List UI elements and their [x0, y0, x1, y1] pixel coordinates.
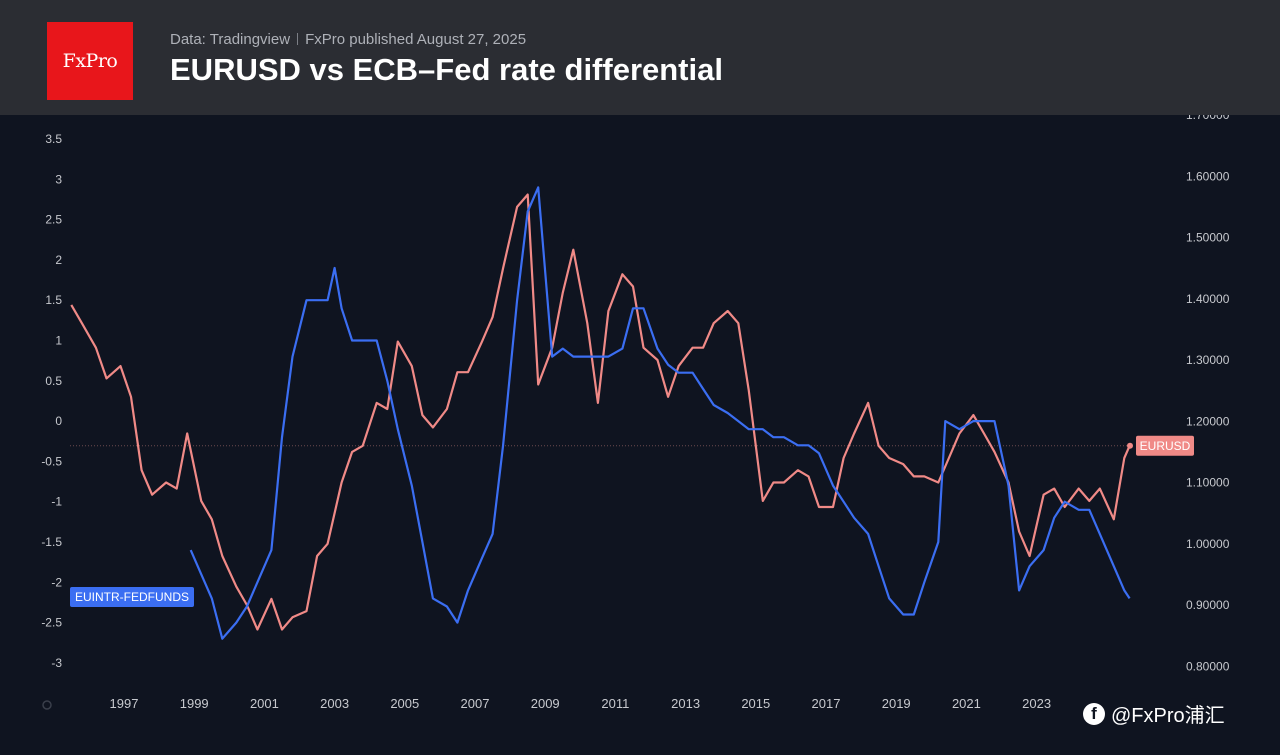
- settings-dot-icon[interactable]: [42, 700, 52, 710]
- series-line: [70, 193, 1131, 631]
- series-line: [189, 186, 1131, 640]
- series-layer: [70, 186, 1131, 640]
- left-tick-label: 3: [55, 172, 62, 186]
- right-tick-label: 1.60000: [1186, 169, 1230, 183]
- x-axis: 1997 1999 2001 2003 2005 2007 2009 2011 2013 2015…: [110, 696, 1052, 711]
- x-tick-label: 2017: [812, 696, 841, 711]
- x-tick-label: 2007: [461, 696, 490, 711]
- facebook-icon: f: [1083, 702, 1105, 725]
- x-tick-label: 1999: [180, 696, 209, 711]
- left-tick-label: -2.5: [41, 616, 62, 630]
- left-tick-label: 1.5: [45, 293, 62, 307]
- x-tick-label: 2021: [952, 696, 981, 711]
- right-tick-label: 1.30000: [1186, 353, 1230, 367]
- differential-label: EUINTR-FEDFUNDS: [70, 587, 194, 607]
- x-tick-label: 2003: [320, 696, 349, 711]
- x-tick-label: 2023: [1022, 696, 1051, 711]
- eurusd-tag: [1136, 435, 1194, 456]
- chart-area: 3.5 3 2.5 2 1.5 1 0.5 0 -0.5 -1 -1.5 -2 -2.5 -3 1.700…: [41, 115, 1230, 711]
- left-tick-label: -1: [51, 495, 62, 509]
- left-tick-label: 2: [55, 253, 62, 267]
- series-eurusd: [70, 193, 1131, 631]
- right-tick-label: 1.00000: [1186, 537, 1230, 551]
- header-bar: FxPro Data: Tradingview FxPro published A…: [0, 0, 1280, 115]
- right-tick-label: 1.50000: [1186, 231, 1230, 245]
- watermark-text: @FxPro浦汇: [1111, 705, 1225, 727]
- fxpro-logo: FxPro: [47, 22, 133, 100]
- right-tick-label: 0.90000: [1186, 598, 1230, 612]
- left-tick-label: 0.5: [45, 374, 62, 388]
- left-tick-label: -2: [51, 575, 62, 589]
- eurusd-tag-text: EURUSD: [1140, 439, 1191, 453]
- x-tick-label: 2005: [390, 696, 419, 711]
- left-tick-label: 0: [55, 414, 62, 428]
- right-tick-label: 1.40000: [1186, 292, 1230, 306]
- logo-text: FxPro: [62, 50, 118, 72]
- eurusd-label: EURUSD: [1127, 435, 1194, 456]
- left-tick-label: -3: [51, 656, 62, 670]
- chart-title: EURUSD vs ECB–Fed rate differential: [170, 52, 723, 87]
- x-tick-label: 2013: [671, 696, 700, 711]
- eurusd-marker: [1127, 442, 1133, 449]
- publish-info: FxPro published August 27, 2025: [305, 31, 527, 48]
- left-tick-label: 1: [55, 334, 62, 348]
- right-tick-label: 1.70000: [1186, 115, 1230, 122]
- differential-tag: [70, 587, 194, 607]
- x-tick-label: 2011: [601, 696, 629, 711]
- series-rate-differential: [189, 186, 1131, 640]
- left-tick-label: 3.5: [45, 132, 62, 146]
- x-tick-label: 2015: [741, 696, 770, 711]
- left-tick-label: -0.5: [41, 454, 62, 468]
- x-tick-label: 2019: [882, 696, 911, 711]
- divider: [297, 33, 299, 45]
- differential-tag-text: EUINTR-FEDFUNDS: [75, 590, 189, 604]
- x-tick-label: 2009: [531, 696, 560, 711]
- watermark: f @FxPro浦汇: [1083, 699, 1225, 728]
- right-tick-label: 0.80000: [1186, 659, 1230, 673]
- series-label-layer: EURUSD EUINTR-FEDFUNDS: [70, 435, 1194, 607]
- chart-source-line: Data: Tradingview FxPro published August …: [170, 31, 526, 48]
- right-tick-label: 1.10000: [1186, 476, 1230, 490]
- left-tick-label: -1.5: [41, 535, 62, 549]
- x-tick-label: 2001: [250, 696, 279, 711]
- left-tick-label: 2.5: [45, 213, 62, 227]
- right-tick-label: 1.20000: [1186, 414, 1230, 428]
- right-axis: 1.70000 1.60000 1.50000 1.40000 1.30000 1.200…: [1186, 115, 1230, 673]
- data-source: Data: Tradingview: [170, 31, 291, 48]
- left-axis: 3.5 3 2.5 2 1.5 1 0.5 0 -0.5 -1 -1.5 -2 -2.5 -3: [41, 132, 62, 670]
- x-tick-label: 1997: [110, 696, 139, 711]
